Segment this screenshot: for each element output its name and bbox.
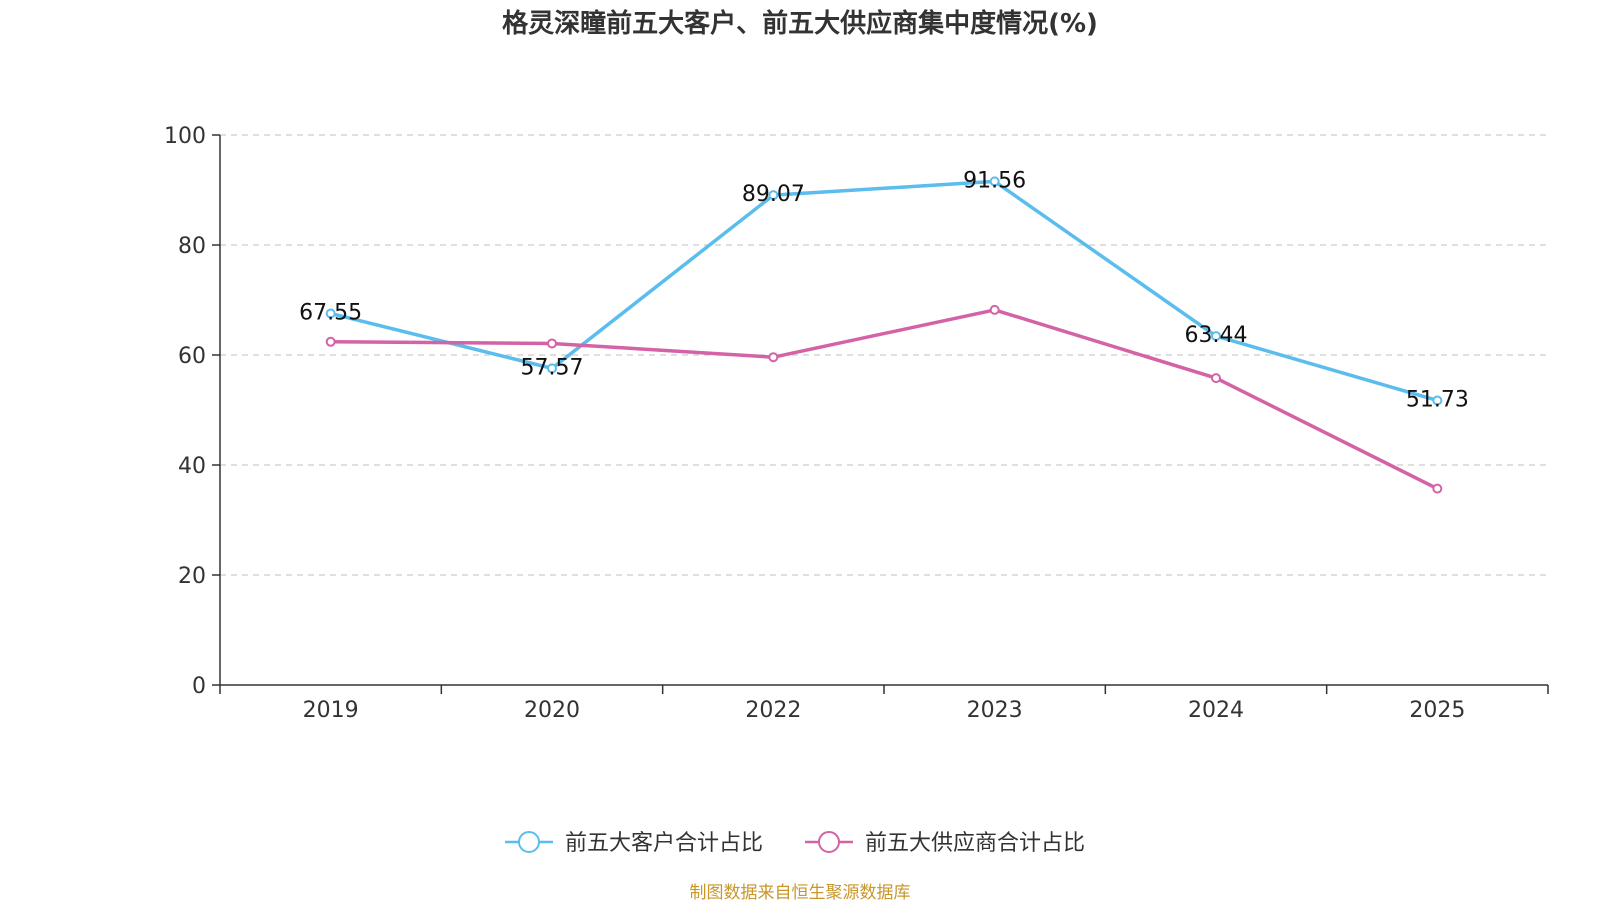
y-tick-label: 40 [178,454,206,479]
data-point[interactable] [1432,395,1443,406]
source-note: 制图数据来自恒生聚源数据库 [690,883,911,900]
y-axis-ticks: 0 20 40 60 80 100 [164,124,220,699]
series-line-1 [330,308,1439,491]
data-point[interactable] [547,363,557,374]
legend-label-suppliers: 前五大供应商合计占比 [865,831,1085,856]
y-tick-label: 20 [178,564,206,589]
data-point[interactable] [768,352,779,363]
data-label: 63.44 [1185,323,1248,348]
data-label: 91.56 [963,168,1026,193]
series-line-0 [330,179,1438,403]
x-tick-label: 2025 [1409,698,1465,723]
legend-label-customers: 前五大客户合计占比 [565,831,763,856]
data-label: 67.55 [299,300,362,325]
axes [219,135,1548,686]
data-point[interactable] [989,304,1000,315]
legend-item-suppliers[interactable]: 前五大供应商合计占比 [805,831,1085,856]
data-point[interactable] [547,338,557,349]
legend-circle-icon [518,831,540,853]
data-point[interactable] [325,308,336,319]
legend[interactable]: 前五大客户合计占比 前五大供应商合计占比 [505,831,1085,856]
x-tick-label: 2020 [524,698,580,723]
data-point[interactable] [768,190,779,201]
legend-item-customers[interactable]: 前五大客户合计占比 [505,831,763,856]
x-tick-label: 2023 [967,698,1023,723]
y-tick-label: 80 [178,234,206,259]
data-label: 57.57 [521,355,584,380]
x-tick-label: 2024 [1188,698,1244,723]
chart-title: 格灵深瞳前五大客户、前五大供应商集中度情况(%) [502,8,1098,39]
data-label: 89.07 [742,182,805,207]
x-tick-label: 2022 [745,698,801,723]
data-point[interactable] [1211,331,1221,342]
data-label: 51.73 [1406,387,1469,412]
data-point[interactable] [325,336,336,347]
data-point[interactable] [1211,373,1221,384]
data-labels: 67.55 57.57 89.07 91.56 63.44 51.73 [299,168,1469,412]
x-tick-label: 2019 [303,698,359,723]
y-tick-label: 100 [164,124,206,149]
legend-circle-icon [818,831,840,853]
data-point[interactable] [989,176,1000,187]
data-point[interactable] [1432,483,1443,494]
grid-lines [220,134,1548,576]
x-axis-ticks: 2019 2020 2022 2023 2024 2025 [219,685,1549,723]
y-tick-label: 60 [178,344,206,369]
y-tick-label: 0 [192,674,206,699]
series-group [325,176,1443,494]
